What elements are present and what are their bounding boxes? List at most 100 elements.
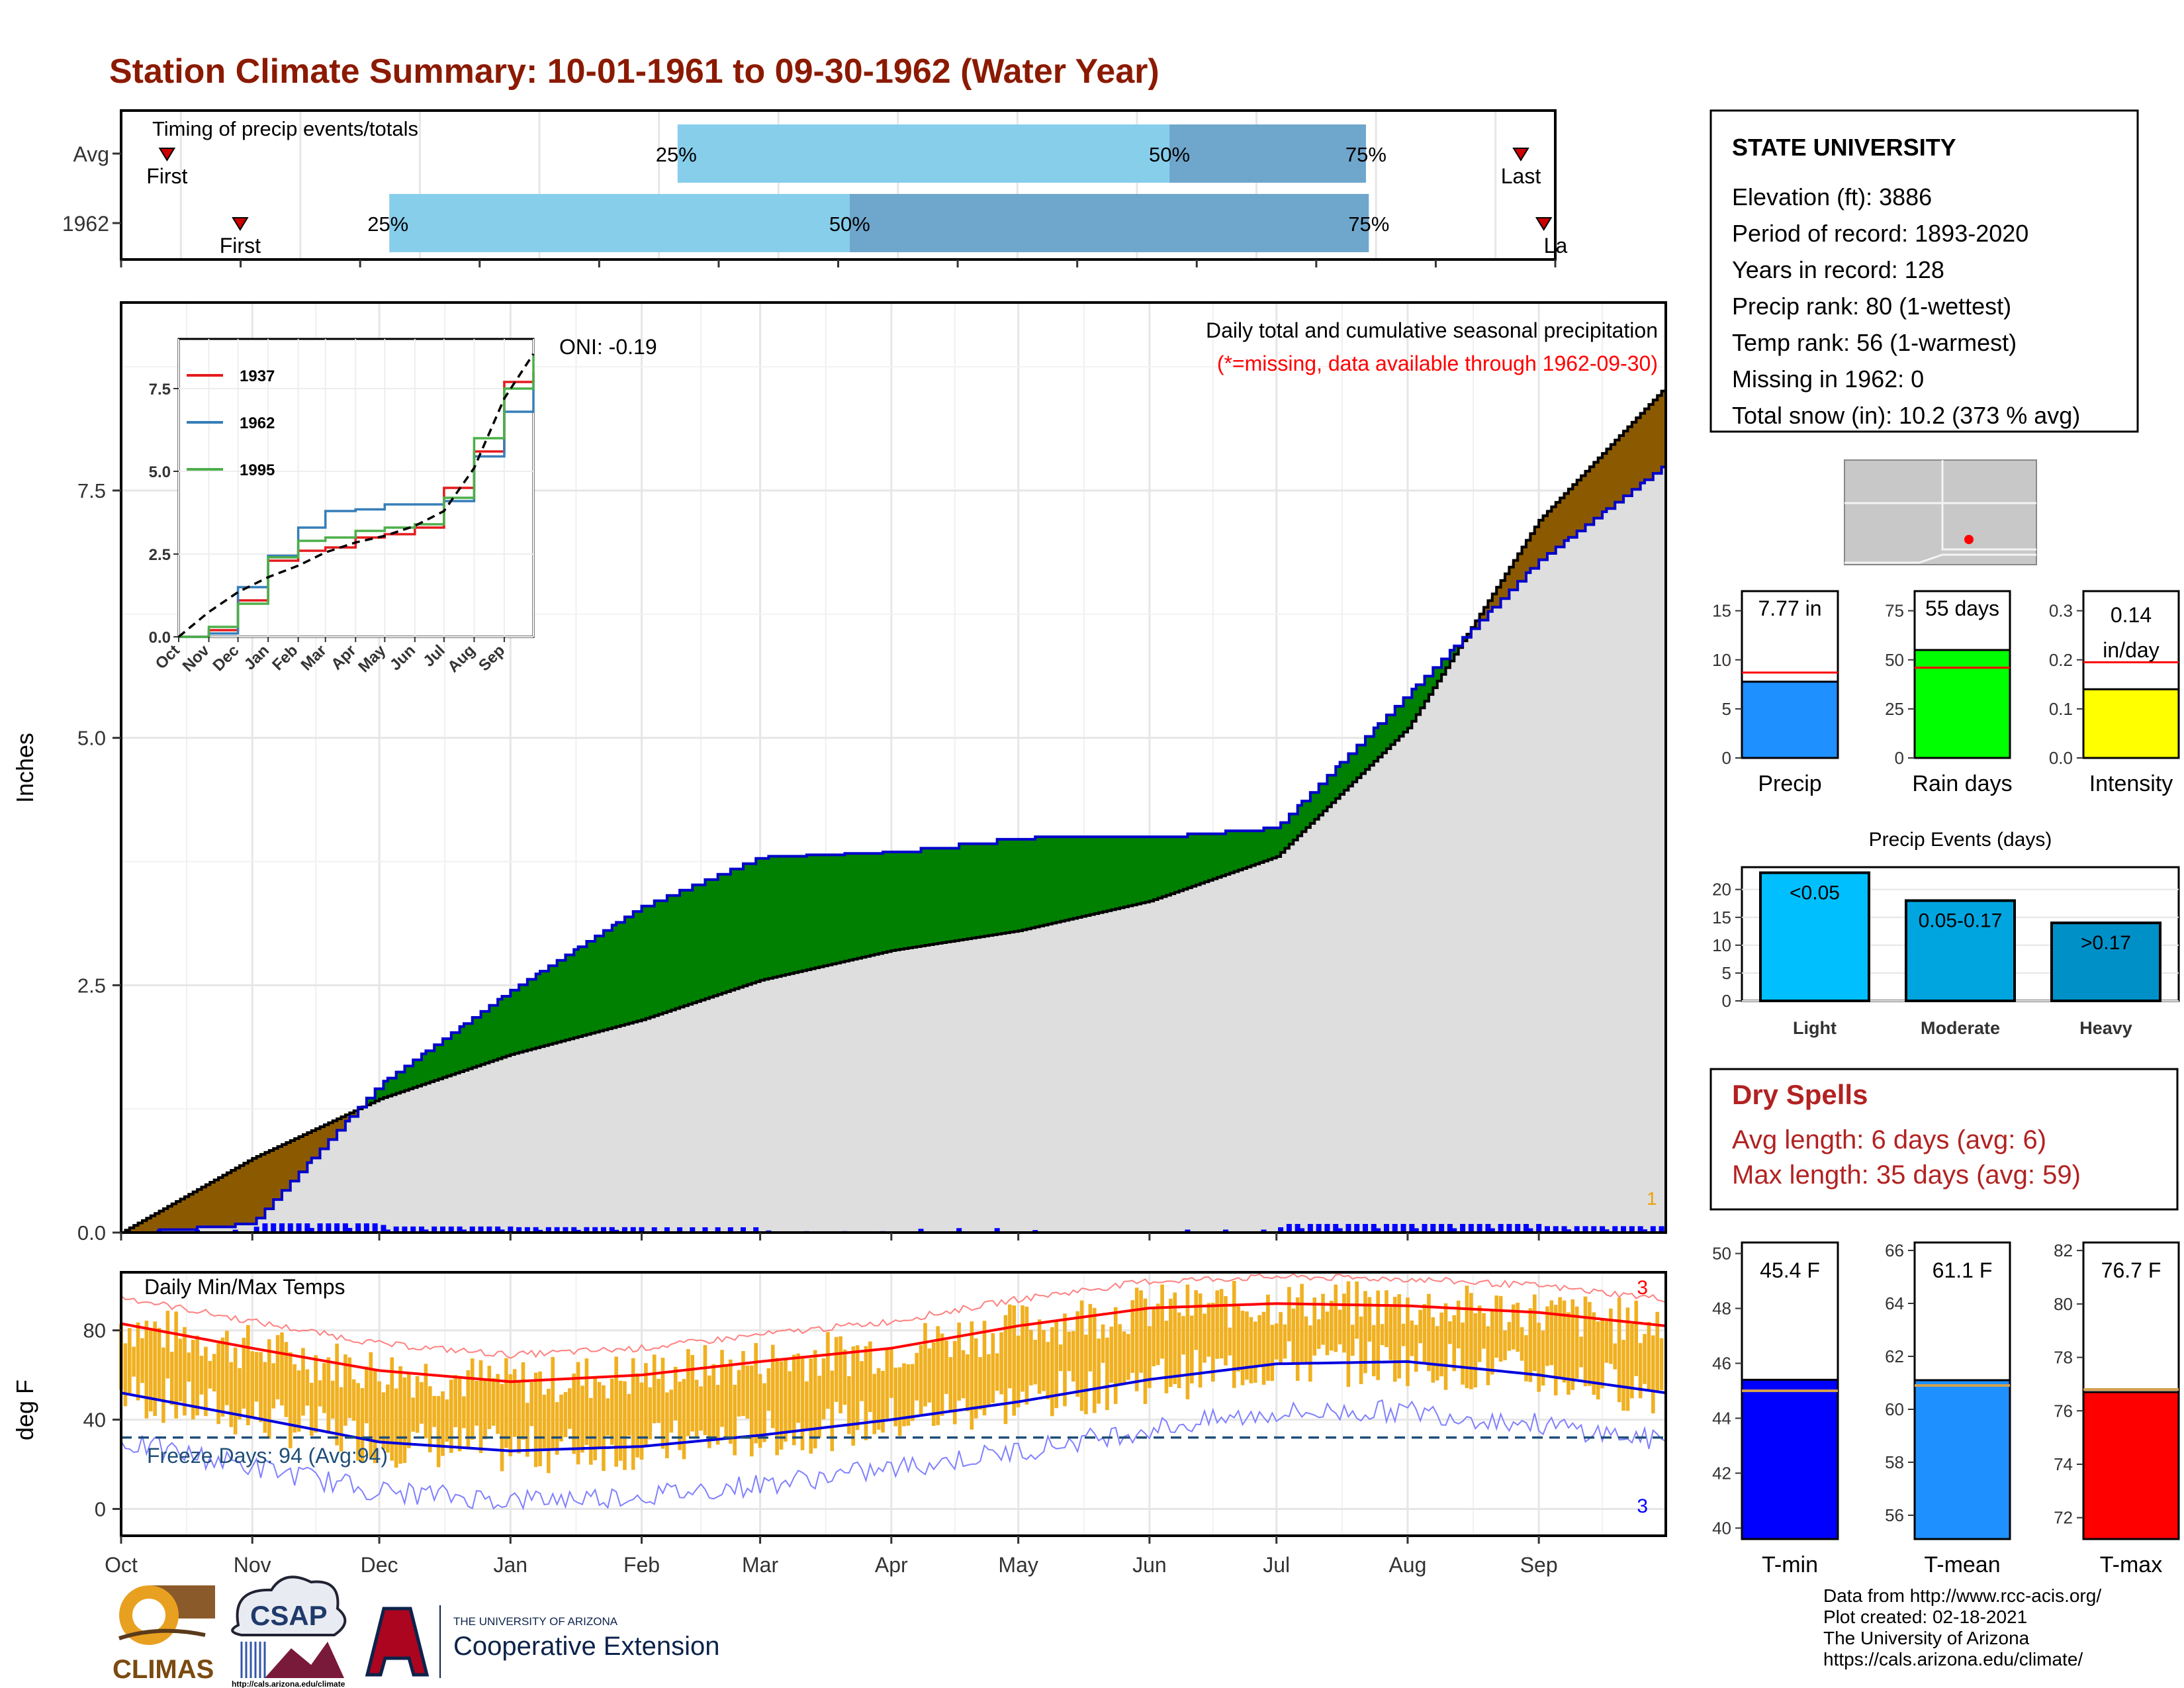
daily-temp-bar [1588, 1301, 1592, 1386]
daily-temp-bar [365, 1366, 369, 1424]
daily-precip-bar [575, 1229, 581, 1233]
month-label: Nov [234, 1553, 271, 1577]
daily-precip-bar [664, 1227, 670, 1233]
daily-precip-bar [381, 1225, 387, 1233]
climas-logo-inner [132, 1599, 165, 1632]
mini-precip-ytick-label: 0.3 [2049, 601, 2073, 621]
above-average-area [358, 637, 1467, 1109]
avg-tmin-line [120, 1360, 1666, 1452]
daily-temp-bar [580, 1385, 584, 1453]
daily-temp-bar [1418, 1309, 1422, 1344]
daily-temp-bar [1097, 1338, 1101, 1404]
daily-precip-bar [1286, 1223, 1292, 1233]
mini-precip-ytick-label: 0.2 [2049, 650, 2073, 670]
daily-precip-bar [1637, 1226, 1643, 1233]
daily-temp-bar [1300, 1284, 1304, 1362]
daily-temp-bar [864, 1346, 868, 1440]
daily-temp-bar [1130, 1300, 1135, 1373]
mini-precip-label: Rain days [1912, 771, 2012, 796]
station-stat: Missing in 1962: 0 [1732, 365, 1924, 393]
cumulative-inset: 0.02.55.07.5193719621995OctNovDecJanFebM… [149, 338, 535, 676]
pct50-label: 50% [1149, 143, 1190, 166]
mini-precip-ytick-label: 50 [1885, 650, 1904, 670]
month-label: Oct [105, 1553, 138, 1577]
mini-precip-ytick-label: 0.1 [2049, 699, 2073, 719]
daily-temp-bar [635, 1373, 639, 1458]
average-cumulative-line [121, 387, 1667, 1234]
daily-temp-bar [724, 1364, 729, 1438]
daily-precip-bar [621, 1227, 627, 1233]
timing-panel: Timing of precip events/totals Avg 25% 50% 7… [62, 109, 1567, 267]
daily-temp-bar [1152, 1307, 1156, 1366]
last-event-label: Last [1501, 164, 1541, 188]
daily-temp-bar [402, 1377, 407, 1463]
daily-precip-bar [478, 1226, 484, 1233]
daily-temp-bar [1122, 1331, 1126, 1384]
daily-temp-bar [1177, 1312, 1181, 1388]
daily-temp-bar [508, 1374, 513, 1456]
daily-precip-bar [195, 1229, 201, 1233]
precip-ylabel: Inches [11, 733, 38, 803]
daily-temp-bar [381, 1392, 386, 1450]
daily-temp-bar [839, 1336, 842, 1414]
daily-temp-bar [1148, 1326, 1152, 1388]
daily-precip-bar [956, 1228, 962, 1233]
daily-temp-bar [999, 1332, 1003, 1395]
daily-precip-bar [1375, 1228, 1381, 1233]
daily-temp-bar [1046, 1342, 1050, 1399]
daily-temp-bar [1456, 1300, 1461, 1348]
daily-temp-bar [876, 1368, 881, 1430]
daily-precip-bar [385, 1229, 390, 1233]
daily-temp-bar [415, 1376, 420, 1433]
daily-temp-bar [1287, 1287, 1291, 1342]
credits-block: Data from http://www.rcc-acis.org/Plot c… [1823, 1585, 2101, 1669]
station-info-box: STATE UNIVERSITY Elevation (ft): 3886 Peri… [1709, 109, 2139, 433]
daily-temp-bar [754, 1342, 758, 1444]
daily-temp-bar [457, 1376, 462, 1452]
daily-temp-bar [788, 1371, 792, 1431]
daily-temp-bar [631, 1358, 635, 1470]
month-axis: Oct Nov Dec Jan Feb Mar Apr May Jun Jul Aug Sep [105, 1233, 1558, 1577]
csap-logo-url: http://cals.arizona.edu/climate [232, 1679, 345, 1688]
daily-temp-bar [923, 1323, 927, 1407]
daily-precip-bar [1544, 1226, 1550, 1233]
daily-temp-bar [140, 1338, 144, 1383]
daily-temp-bar [144, 1321, 149, 1419]
daily-temp-bar [970, 1321, 974, 1430]
mini-precip-ytick-label: 15 [1712, 601, 1731, 621]
daily-temp-bar [1321, 1293, 1325, 1345]
daily-temp-bar [394, 1388, 398, 1468]
daily-temp-bar [1473, 1313, 1478, 1387]
mini-temp-ytick-label: 60 [1885, 1399, 1904, 1419]
daily-temp-bar [931, 1342, 936, 1427]
daily-precip-bar [524, 1227, 530, 1233]
daily-temp-bar [572, 1374, 576, 1454]
daily-temp-bar [386, 1384, 390, 1453]
daily-temp-bar [123, 1343, 128, 1407]
daily-temp-bar [178, 1338, 183, 1402]
month-label: Feb [623, 1553, 660, 1577]
daily-precip-bar [457, 1226, 463, 1233]
mini-precip-value-unit: in/day [2103, 638, 2159, 662]
daily-temp-bar [1274, 1323, 1279, 1360]
daily-temp-bar [1486, 1326, 1490, 1385]
mini-temp-label: T-min [1762, 1552, 1818, 1577]
daily-precip-bar [499, 1229, 505, 1233]
daily-temp-bar [563, 1391, 568, 1438]
events-bar-label: 0.05-0.17 [1919, 910, 2003, 932]
mini-precip-value: 7.77 in [1758, 596, 1821, 620]
daily-precip-bar [232, 1229, 238, 1233]
daily-temp-bar [1261, 1311, 1266, 1385]
daily-temp-bar [1316, 1319, 1321, 1349]
daily-temp-bar [1596, 1321, 1600, 1400]
precip-caption: Daily total and cumulative seasonal prec… [1206, 318, 1658, 342]
daily-temp-bar [1532, 1294, 1537, 1372]
daily-temp-bar [1574, 1306, 1579, 1379]
daily-temp-bar [978, 1357, 982, 1410]
daily-temp-bar [547, 1389, 551, 1474]
daily-temp-bar [238, 1368, 242, 1420]
mini-precip-ytick-label: 0 [1895, 748, 1904, 768]
daily-precip-bar [677, 1227, 683, 1233]
daily-temp-bar [242, 1337, 246, 1409]
daily-temp-bar [851, 1346, 856, 1446]
